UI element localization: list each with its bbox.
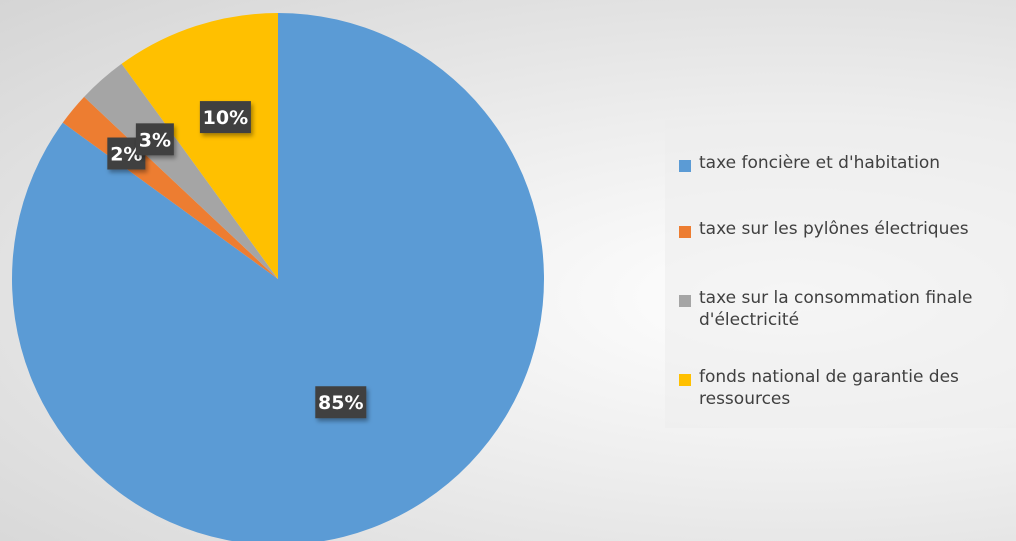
pie-slice xyxy=(84,63,278,279)
legend-swatch xyxy=(679,226,691,238)
legend-label: taxe sur la consommation finale d'électr… xyxy=(699,288,973,330)
data-label-text: 10% xyxy=(203,107,248,129)
legend-swatch xyxy=(679,374,691,386)
legend-label: fonds national de garantie des ressource… xyxy=(699,367,959,409)
legend-swatch xyxy=(679,160,691,172)
data-label-box xyxy=(315,386,367,419)
data-label-text: 85% xyxy=(318,392,363,414)
data-label: 10% xyxy=(199,101,251,134)
data-label-text: 2% xyxy=(110,144,142,166)
legend-label: taxe sur les pylônes électriques xyxy=(699,219,969,239)
legend-label: taxe foncière et d'habitation xyxy=(699,153,940,173)
data-label: 85% xyxy=(315,386,367,419)
pie-slice xyxy=(121,13,278,279)
data-label-box xyxy=(199,101,251,134)
legend: taxe foncière et d'habitation taxe sur l… xyxy=(665,120,1016,428)
data-label-text: 3% xyxy=(139,129,171,151)
data-label: 3% xyxy=(135,123,174,156)
data-label-box xyxy=(135,123,174,156)
pie-slice xyxy=(12,13,544,541)
legend-swatch xyxy=(679,295,691,307)
